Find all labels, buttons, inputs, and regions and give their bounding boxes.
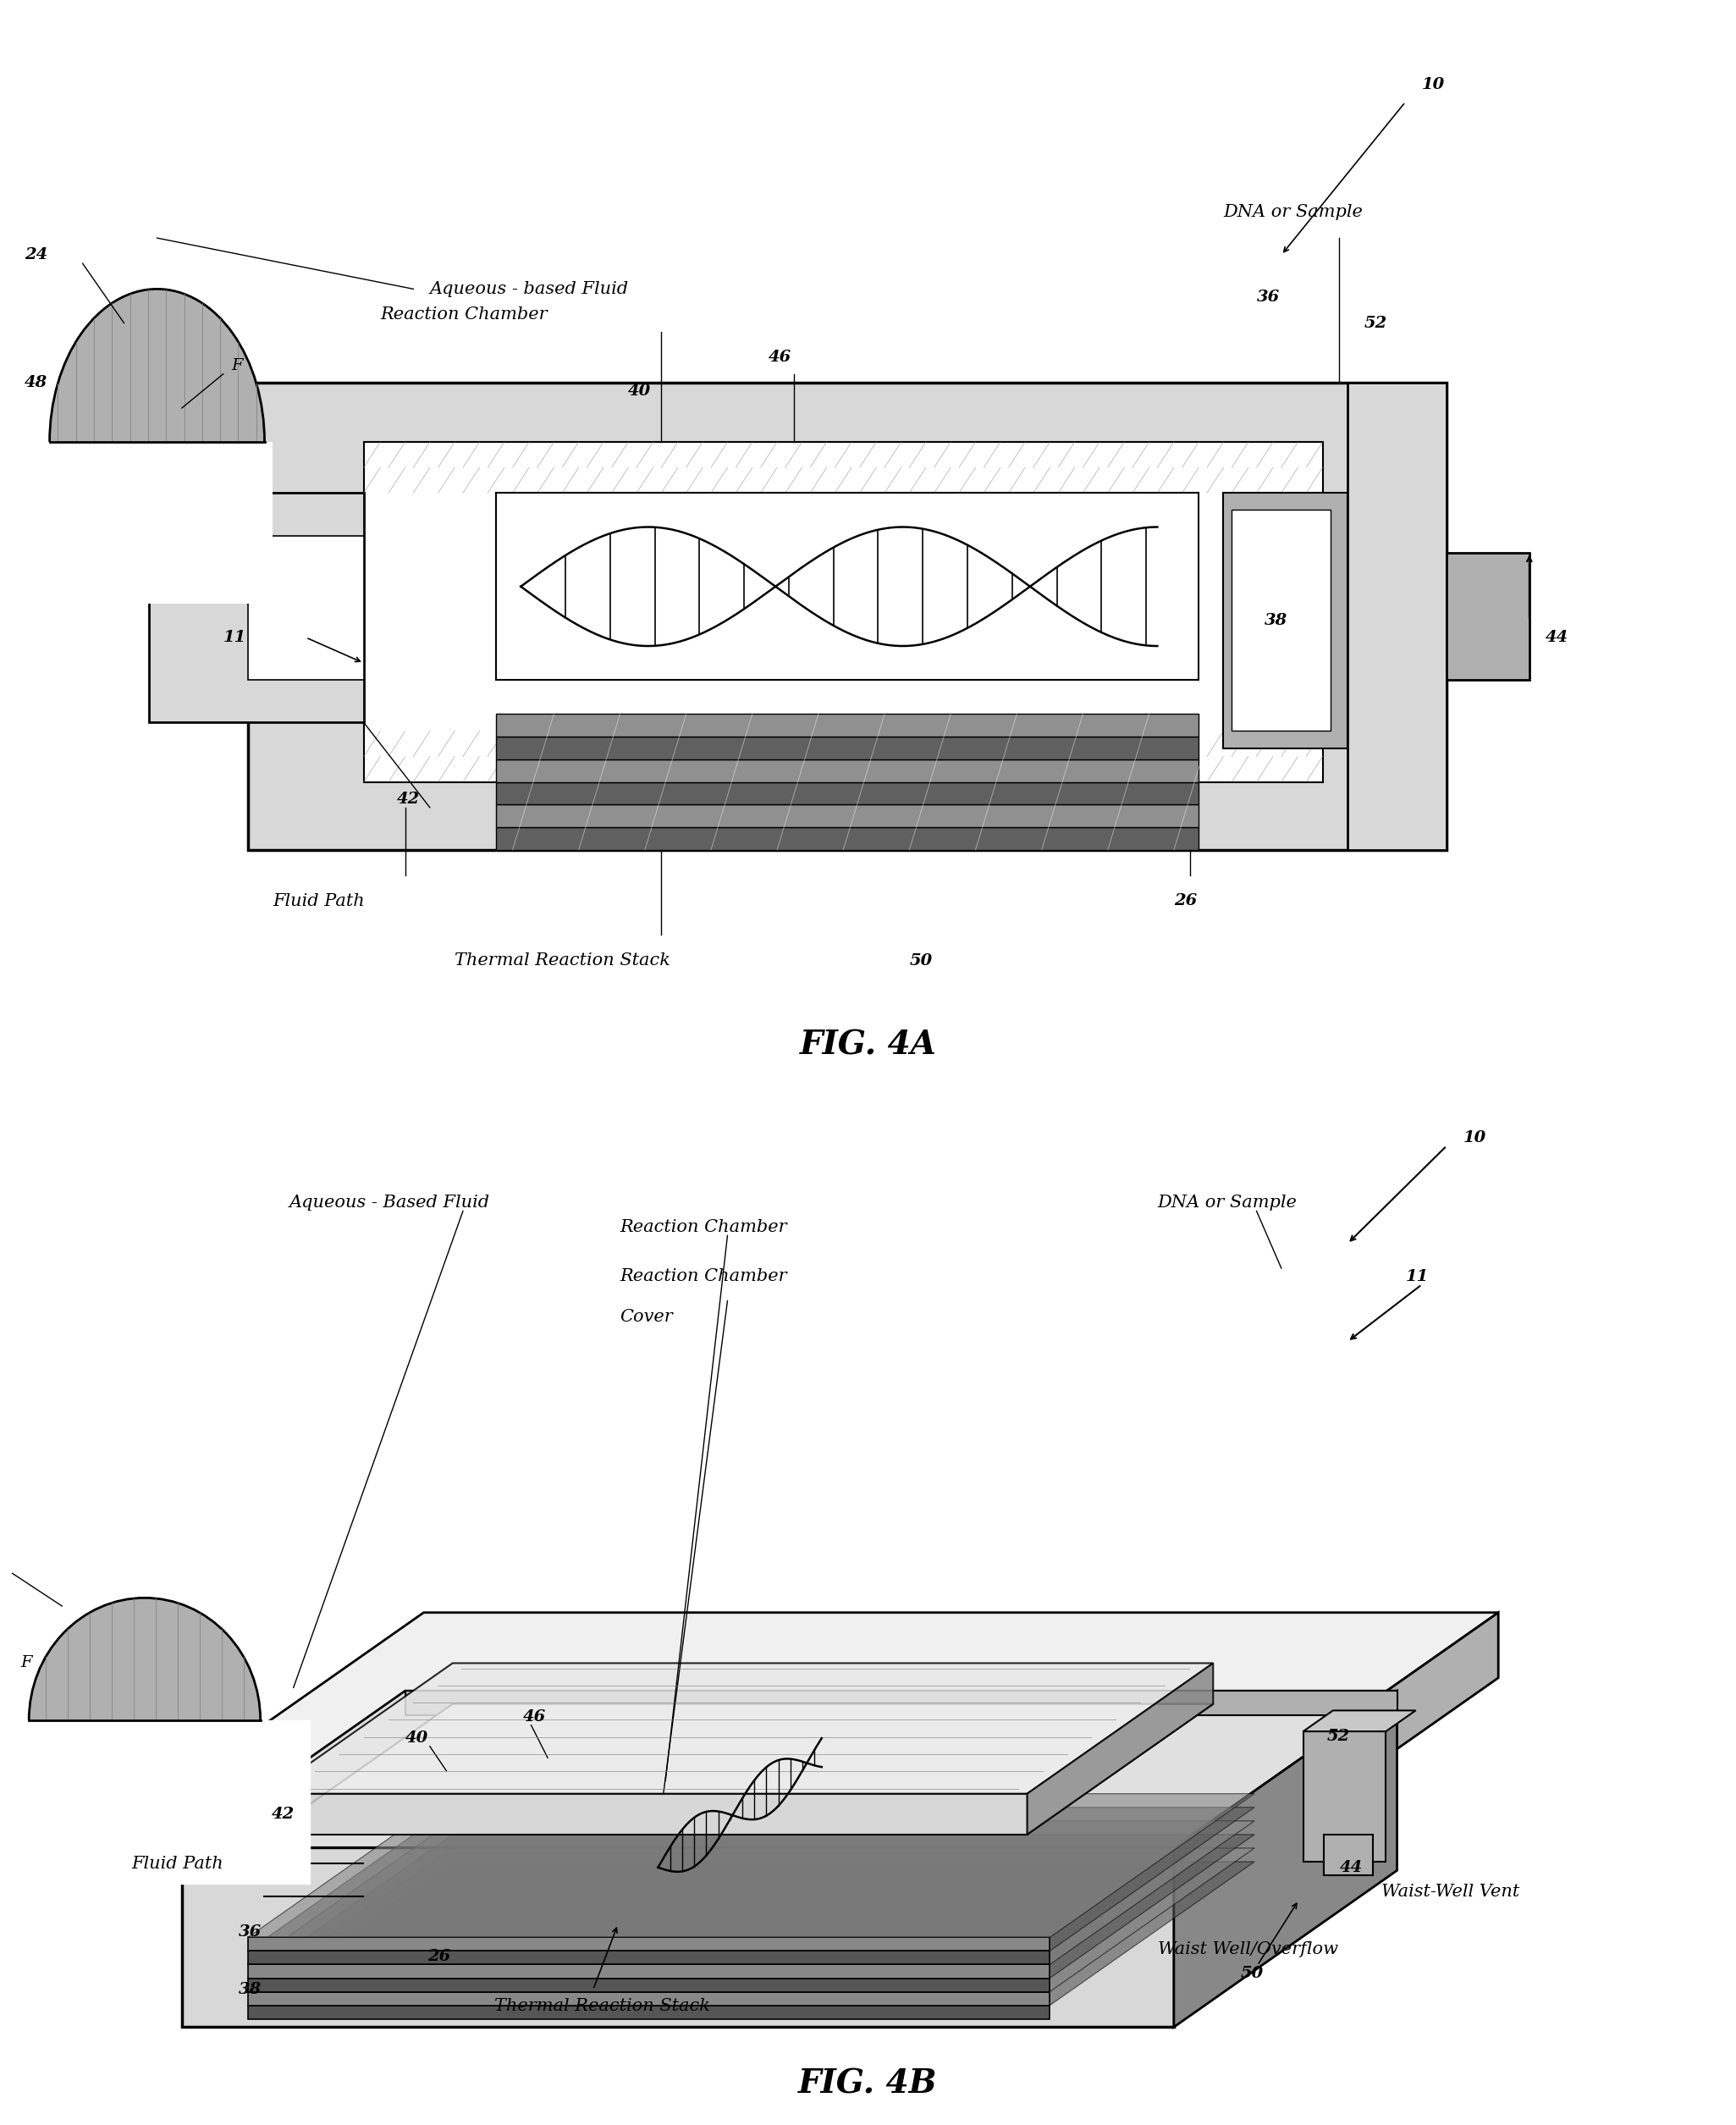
Polygon shape: [1304, 1711, 1415, 1732]
Polygon shape: [248, 1964, 1050, 1978]
Polygon shape: [248, 382, 1446, 850]
Text: Fluid Path: Fluid Path: [273, 893, 365, 910]
Polygon shape: [1224, 493, 1347, 748]
Text: DNA or Sample: DNA or Sample: [1158, 1194, 1297, 1211]
Text: F: F: [231, 357, 243, 374]
Text: Aqueous - based Fluid: Aqueous - based Fluid: [431, 280, 628, 298]
Text: 46: 46: [523, 1709, 545, 1726]
Text: Thermal Reaction Stack: Thermal Reaction Stack: [495, 1998, 710, 2014]
Polygon shape: [1347, 382, 1446, 850]
Polygon shape: [1233, 510, 1332, 731]
Polygon shape: [1257, 1613, 1498, 1847]
Polygon shape: [42, 442, 273, 604]
Polygon shape: [496, 759, 1198, 782]
Text: Reaction Chamber: Reaction Chamber: [620, 1269, 786, 1284]
Text: Fluid Path: Fluid Path: [132, 1855, 224, 1872]
Polygon shape: [248, 1849, 1255, 1991]
Text: FIG. 4A: FIG. 4A: [800, 1028, 936, 1062]
Text: 10: 10: [1422, 76, 1444, 94]
Polygon shape: [182, 1692, 1397, 1847]
Ellipse shape: [30, 1598, 260, 1842]
Text: 46: 46: [769, 349, 792, 366]
Polygon shape: [1174, 1692, 1397, 2027]
Text: 36: 36: [1257, 289, 1279, 306]
Polygon shape: [248, 1991, 1050, 2006]
Polygon shape: [267, 1704, 1213, 1834]
Polygon shape: [1446, 552, 1529, 680]
Polygon shape: [248, 1834, 1255, 1978]
Text: Thermal Reaction Stack: Thermal Reaction Stack: [455, 952, 670, 969]
Polygon shape: [248, 2006, 1050, 2019]
Text: DNA or Sample: DNA or Sample: [1224, 204, 1363, 221]
Polygon shape: [182, 1783, 1257, 1847]
Text: 38: 38: [240, 1983, 262, 1997]
Polygon shape: [1028, 1664, 1213, 1834]
Polygon shape: [1323, 1834, 1373, 1876]
Polygon shape: [99, 442, 215, 493]
Text: FIG. 4B: FIG. 4B: [799, 2068, 937, 2100]
Polygon shape: [365, 442, 1323, 782]
Polygon shape: [0, 1721, 311, 1883]
Text: 50: 50: [910, 952, 932, 969]
Polygon shape: [248, 1794, 1255, 1938]
Polygon shape: [182, 1847, 1174, 2027]
Text: 40: 40: [404, 1730, 429, 1747]
Polygon shape: [267, 1664, 1213, 1794]
Text: 36: 36: [240, 1925, 262, 1940]
Polygon shape: [248, 536, 365, 680]
Text: 26: 26: [1174, 893, 1196, 910]
Text: 44: 44: [1545, 629, 1569, 646]
Text: Waist-Well Vent: Waist-Well Vent: [1382, 1885, 1519, 1900]
Polygon shape: [248, 1821, 1255, 1964]
Polygon shape: [149, 493, 365, 723]
Polygon shape: [248, 1862, 1255, 2006]
Polygon shape: [1304, 1732, 1385, 1862]
Text: 44: 44: [1340, 1859, 1363, 1874]
Polygon shape: [496, 493, 1198, 680]
Polygon shape: [75, 493, 248, 536]
Polygon shape: [248, 1951, 1050, 1964]
Text: 11: 11: [1406, 1269, 1429, 1284]
Polygon shape: [496, 782, 1198, 805]
Polygon shape: [182, 1613, 1498, 1783]
Text: Aqueous - Based Fluid: Aqueous - Based Fluid: [290, 1194, 490, 1211]
Text: 42: 42: [273, 1806, 295, 1823]
Text: 48: 48: [24, 374, 49, 391]
Text: Waist Well/Overflow: Waist Well/Overflow: [1158, 1940, 1338, 1957]
Polygon shape: [248, 1806, 1255, 1951]
Text: 11: 11: [224, 629, 247, 646]
Text: 52: 52: [1364, 314, 1387, 332]
Polygon shape: [496, 827, 1198, 850]
Text: 10: 10: [1463, 1131, 1486, 1145]
Text: 40: 40: [628, 382, 651, 400]
Polygon shape: [496, 805, 1198, 827]
Text: 50: 50: [1241, 1966, 1264, 1981]
Text: Cover: Cover: [620, 1309, 674, 1326]
Polygon shape: [248, 1938, 1050, 1951]
Text: 26: 26: [427, 1949, 451, 1964]
Text: Reaction Chamber: Reaction Chamber: [620, 1220, 786, 1235]
Polygon shape: [248, 1978, 1050, 1991]
Polygon shape: [267, 1794, 1028, 1834]
Text: F: F: [21, 1655, 31, 1670]
Polygon shape: [68, 1777, 208, 1808]
Text: 52: 52: [1326, 1730, 1351, 1745]
Text: 38: 38: [1266, 612, 1288, 629]
Polygon shape: [404, 1692, 1397, 1715]
Text: 42: 42: [398, 790, 420, 808]
Polygon shape: [496, 714, 1198, 737]
Text: Reaction Chamber: Reaction Chamber: [380, 306, 547, 323]
Ellipse shape: [50, 289, 264, 595]
Polygon shape: [496, 737, 1198, 759]
Text: 24: 24: [24, 247, 49, 264]
